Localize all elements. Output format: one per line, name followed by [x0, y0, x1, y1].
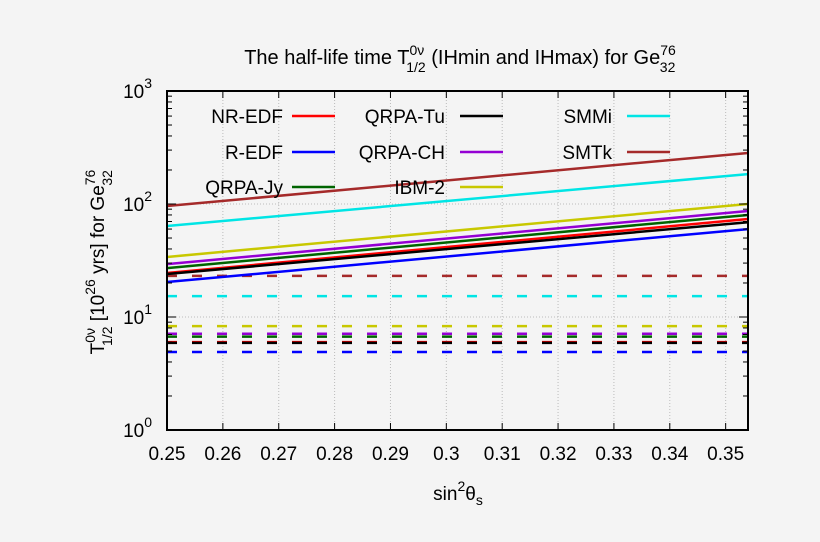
legend-item: QRPA-Tu: [365, 107, 503, 128]
x-tick-label: 0.31: [484, 444, 521, 465]
x-tick-label: 0.25: [149, 444, 186, 465]
x-tick-label: 0.26: [204, 444, 241, 465]
legend-label: NR-EDF: [211, 107, 283, 128]
x-tick-label: 0.33: [595, 444, 632, 465]
series-ihmax-qrpa-tu: [166, 220, 749, 276]
series-ihmax-ibm-2: [166, 202, 749, 259]
series-ihmax-r-edf: [166, 227, 749, 284]
x-tick-label: 0.3: [433, 444, 459, 465]
plot-frame: [166, 90, 749, 431]
y-axis-label: T0ν1/2 [1026 yrs] for Ge7632: [82, 169, 115, 354]
legend-label: IBM-2: [394, 178, 445, 199]
legend-label: QRPA-Tu: [365, 107, 445, 128]
legend: NR-EDF R-EDF QRPA-Jy QRPA-Tu QRPA-CH IBM-2 SMM…: [205, 107, 670, 199]
y-tick-label: 103: [123, 75, 152, 103]
legend-item: R-EDF: [225, 143, 335, 164]
series-ihmax-qrpa-jy: [166, 213, 749, 270]
y-tick-label: 102: [123, 188, 152, 216]
series-ihmax-nr-edf: [166, 217, 749, 275]
x-axis-label: sin2θs: [433, 478, 483, 508]
legend-item: QRPA-CH: [359, 143, 503, 164]
legend-label: QRPA-CH: [359, 143, 445, 164]
legend-label: QRPA-Jy: [205, 178, 283, 199]
legend-item: SMTk: [562, 143, 670, 164]
series-ihmax-smtk: [166, 151, 749, 208]
chart-title: The half-life time T0ν 1/2 (IHmin and IHm…: [244, 42, 676, 75]
series-ihmax-qrpa-ch: [166, 209, 749, 266]
axis-ticks: 0.25 0.26 0.27 0.28 0.29 0.3 0.31 0.32 0.33 0.34 0…: [123, 75, 748, 465]
x-tick-label: 0.29: [372, 444, 409, 465]
legend-item: QRPA-Jy: [205, 178, 335, 199]
x-tick-label: 0.35: [707, 444, 744, 465]
legend-item: IBM-2: [394, 178, 503, 199]
y-tick-label: 101: [123, 301, 152, 329]
x-tick-label: 0.28: [316, 444, 353, 465]
legend-label: SMMi: [563, 107, 612, 128]
series-ihmax-smmi: [166, 172, 749, 228]
legend-label: SMTk: [562, 143, 612, 164]
grid: [167, 91, 748, 430]
legend-item: NR-EDF: [211, 107, 335, 128]
plot-area: [166, 151, 749, 354]
x-tick-label: 0.34: [651, 444, 688, 465]
legend-label: R-EDF: [225, 143, 283, 164]
x-tick-label: 0.27: [260, 444, 297, 465]
y-tick-label: 100: [123, 414, 152, 442]
x-tick-label: 0.32: [540, 444, 577, 465]
legend-item: SMMi: [563, 107, 670, 128]
